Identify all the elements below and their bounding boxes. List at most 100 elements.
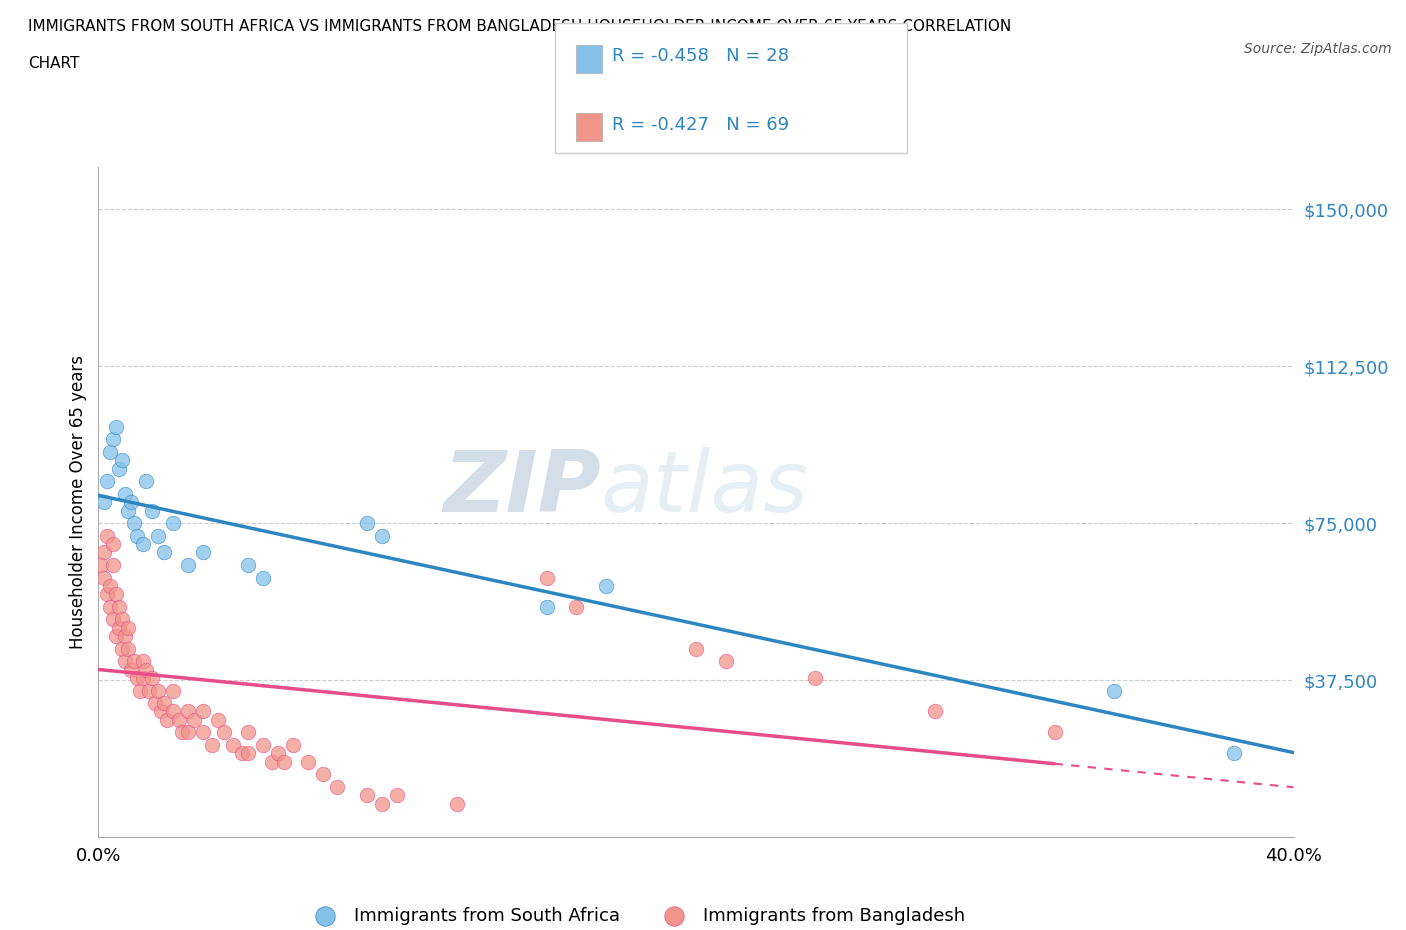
Point [222, 737, 245, 752]
Point [124, 516, 146, 531]
Point [105, 629, 128, 644]
Text: ZIP: ZIP [443, 447, 600, 530]
Point [1104, 683, 1126, 698]
Point [120, 662, 142, 677]
Point [98, 600, 122, 615]
Point [135, 662, 157, 677]
Point [252, 737, 274, 752]
Point [536, 600, 558, 615]
Point [685, 642, 707, 657]
Point [148, 528, 170, 543]
Point [183, 712, 205, 727]
Point [172, 725, 194, 740]
Text: IMMIGRANTS FROM SOUTH AFRICA VS IMMIGRANTS FROM BANGLADESH HOUSEHOLDER INCOME OV: IMMIGRANTS FROM SOUTH AFRICA VS IMMIGRAN… [28, 19, 1011, 33]
Point [114, 654, 136, 669]
Point [114, 486, 136, 501]
Point [93, 495, 115, 510]
Point [108, 461, 131, 476]
Point [565, 600, 588, 615]
Point [273, 754, 295, 769]
Point [297, 754, 319, 769]
Point [103, 537, 125, 551]
Point [385, 788, 409, 803]
Point [132, 537, 155, 551]
Point [311, 766, 333, 781]
Point [714, 654, 737, 669]
Point [111, 642, 134, 657]
Point [141, 503, 163, 518]
Point [108, 620, 131, 635]
Text: R = -0.427   N = 69: R = -0.427 N = 69 [612, 115, 789, 134]
Point [111, 453, 134, 468]
Point [108, 600, 131, 615]
Point [162, 516, 184, 531]
Point [371, 796, 394, 811]
Point [162, 704, 184, 719]
Point [371, 528, 394, 543]
Point [207, 712, 229, 727]
Point [105, 419, 128, 434]
Point [191, 704, 214, 719]
Point [212, 725, 235, 740]
Point [177, 725, 200, 740]
Point [1043, 725, 1066, 740]
Point [117, 620, 139, 635]
Point [103, 612, 125, 627]
Point [93, 545, 115, 560]
Point [177, 704, 200, 719]
Point [138, 683, 160, 698]
Point [105, 587, 128, 602]
Point [141, 671, 163, 685]
Point [267, 746, 290, 761]
Point [103, 558, 125, 573]
Point [148, 683, 170, 698]
Text: CHART: CHART [28, 56, 80, 71]
Point [162, 683, 184, 698]
Point [93, 570, 115, 585]
Point [132, 671, 155, 685]
Point [167, 712, 190, 727]
Point [281, 737, 304, 752]
Point [326, 779, 349, 794]
Point [96, 474, 118, 489]
Point [236, 558, 259, 573]
Point [143, 696, 166, 711]
Point [117, 642, 139, 657]
Point [231, 746, 253, 761]
Point [201, 737, 224, 752]
Point [260, 754, 283, 769]
Point [124, 654, 146, 669]
Text: Source: ZipAtlas.com: Source: ZipAtlas.com [1244, 42, 1392, 56]
Point [804, 671, 827, 685]
Point [536, 570, 558, 585]
Point [103, 432, 125, 447]
Point [117, 503, 139, 518]
Point [236, 725, 259, 740]
Y-axis label: Householder Income Over 65 years: Householder Income Over 65 years [69, 355, 87, 649]
Point [177, 558, 200, 573]
Point [595, 578, 617, 593]
Point [98, 578, 122, 593]
Point [120, 495, 142, 510]
Point [191, 545, 214, 560]
Point [1223, 746, 1246, 761]
Point [924, 704, 946, 719]
Text: R = -0.458   N = 28: R = -0.458 N = 28 [612, 46, 789, 65]
Point [356, 788, 378, 803]
Point [129, 683, 152, 698]
Point [135, 474, 157, 489]
Point [150, 704, 173, 719]
Point [153, 696, 176, 711]
Point [127, 528, 149, 543]
Text: atlas: atlas [600, 447, 808, 530]
Point [114, 629, 136, 644]
Point [111, 612, 134, 627]
Point [98, 445, 122, 459]
Point [446, 796, 468, 811]
Point [236, 746, 259, 761]
Point [127, 671, 149, 685]
Point [156, 712, 179, 727]
Point [356, 516, 378, 531]
Point [96, 587, 118, 602]
Point [90, 558, 112, 573]
